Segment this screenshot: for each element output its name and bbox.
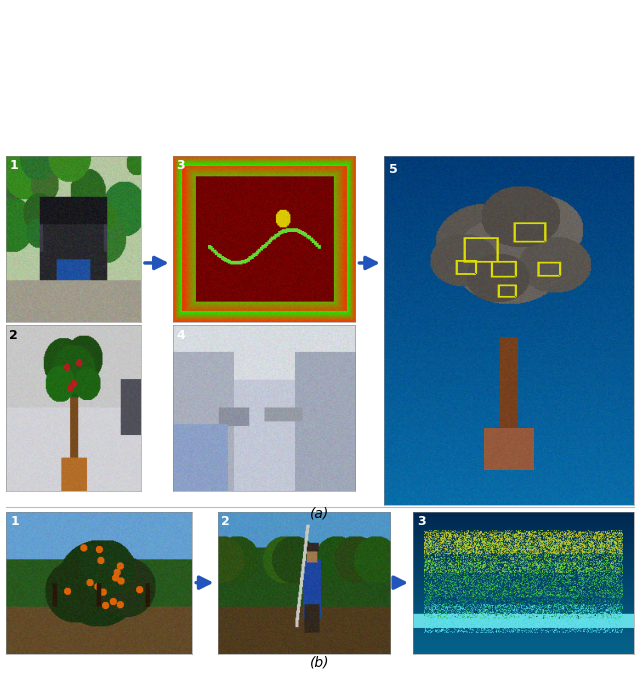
Text: 4: 4 — [177, 329, 185, 342]
Text: 2: 2 — [9, 329, 18, 342]
Text: 5: 5 — [389, 163, 397, 176]
Text: 1: 1 — [9, 159, 18, 172]
Text: 3: 3 — [417, 515, 426, 528]
Text: 1: 1 — [10, 515, 19, 528]
Text: 3: 3 — [177, 159, 185, 172]
Text: (a): (a) — [310, 507, 330, 520]
Text: (b): (b) — [310, 656, 330, 670]
Text: 2: 2 — [221, 515, 230, 528]
